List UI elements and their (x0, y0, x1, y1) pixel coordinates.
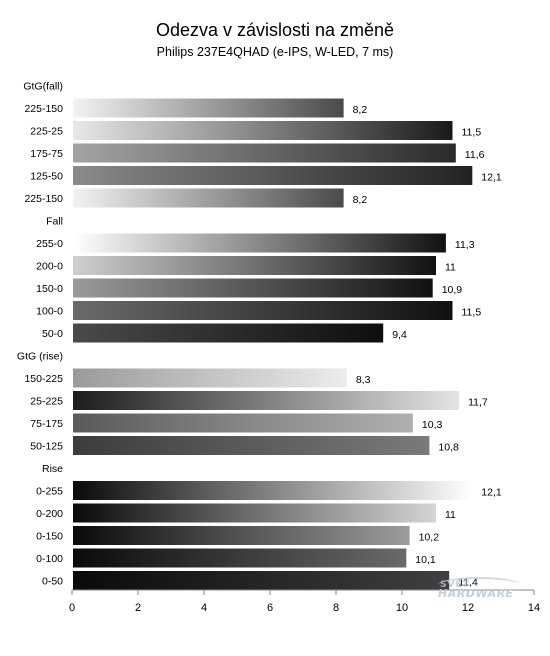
category-label: 0-150 (36, 531, 63, 543)
bar-0-255 (73, 481, 473, 500)
bar-125-50 (73, 166, 473, 185)
data-label: 11 (445, 509, 456, 521)
data-label: 11,6 (465, 149, 485, 161)
category-label: 200-0 (36, 261, 63, 273)
bar-150-0 (73, 278, 433, 298)
bar-0-100 (73, 548, 407, 568)
bar-225-25 (73, 121, 453, 140)
data-label: 9,4 (392, 329, 407, 341)
data-label: 10,3 (422, 419, 443, 431)
chart-title: Odezva v závislosti na změně (155, 20, 395, 40)
group-header-label: GtG(fall) (23, 81, 63, 93)
bar-150-225 (73, 368, 347, 388)
category-label: 0-100 (36, 553, 63, 565)
bar-200-0 (73, 256, 436, 275)
watermark-line1: SVĚT (440, 580, 470, 590)
category-label: 0-200 (36, 508, 63, 520)
category-label: 0-255 (36, 486, 63, 498)
bar-225-150 (73, 98, 344, 118)
data-label: 10,9 (442, 284, 463, 296)
chart-subtitle: Philips 237E4QHAD (e-IPS, W-LED, 7 ms) (156, 45, 394, 59)
bar-0-50 (73, 571, 450, 590)
bar-100-0 (73, 301, 453, 320)
category-label: 225-150 (24, 193, 63, 205)
category-label: 75-175 (30, 418, 63, 430)
bar-175-75 (73, 143, 456, 163)
category-label: 50-0 (42, 328, 63, 340)
bar-50-0 (73, 323, 384, 343)
category-label: 255-0 (36, 238, 63, 250)
x-tick-label: 2 (135, 602, 141, 614)
x-tick-label: 6 (267, 602, 273, 614)
bar-225-150 (73, 188, 344, 208)
category-label: 225-150 (24, 103, 63, 115)
data-label: 10,2 (419, 532, 440, 544)
x-tick-label: 12 (462, 602, 474, 614)
data-label: 8,3 (356, 374, 371, 386)
group-header-label: Rise (42, 463, 63, 475)
category-label: 225-25 (30, 126, 63, 138)
category-label: 100-0 (36, 306, 63, 318)
data-label: 11 (445, 262, 456, 274)
category-label: 150-225 (24, 373, 63, 385)
data-label: 10,1 (415, 554, 436, 566)
data-label: 11,5 (462, 307, 482, 319)
category-label: 175-75 (30, 148, 63, 160)
bar-25-225 (73, 391, 460, 410)
group-header-label: GtG (rise) (17, 351, 63, 363)
bar-0-150 (73, 526, 410, 545)
bar-0-200 (73, 503, 436, 523)
data-label: 8,2 (353, 104, 368, 116)
category-label: 150-0 (36, 283, 63, 295)
x-axis: 0 2 4 6 8 10 12 14 (69, 589, 540, 614)
watermark-line2: HARDWARE (438, 587, 514, 600)
x-tick-label: 8 (333, 602, 339, 614)
data-label: 11,7 (468, 397, 488, 409)
watermark-logo: SVĚT HARDWARE (438, 577, 522, 608)
data-label: 11,3 (455, 239, 475, 251)
category-label: 0-50 (42, 576, 63, 588)
x-tick-label: 0 (69, 602, 75, 614)
data-label: 12,1 (481, 172, 502, 184)
x-tick-label: 4 (201, 602, 207, 614)
bar-255-0 (73, 233, 446, 253)
category-label: 50-125 (30, 441, 63, 453)
data-label: 12,1 (481, 487, 502, 499)
watermark-arc (438, 577, 520, 593)
bar-50-125 (73, 436, 430, 455)
x-tick-label: 10 (396, 602, 408, 614)
bars-layer: GtG(fall) 225-150 8,2 225-25 11,5 175-75 11,6 1… (17, 81, 502, 590)
data-label: 8,2 (353, 194, 368, 206)
x-tick-label: 14 (528, 602, 540, 614)
bar-75-175 (73, 413, 413, 433)
category-label: 125-50 (30, 171, 63, 183)
data-label: 10,8 (438, 442, 459, 454)
group-header-label: Fall (46, 216, 63, 228)
category-label: 25-225 (30, 396, 63, 408)
data-label: 11,5 (462, 127, 482, 139)
